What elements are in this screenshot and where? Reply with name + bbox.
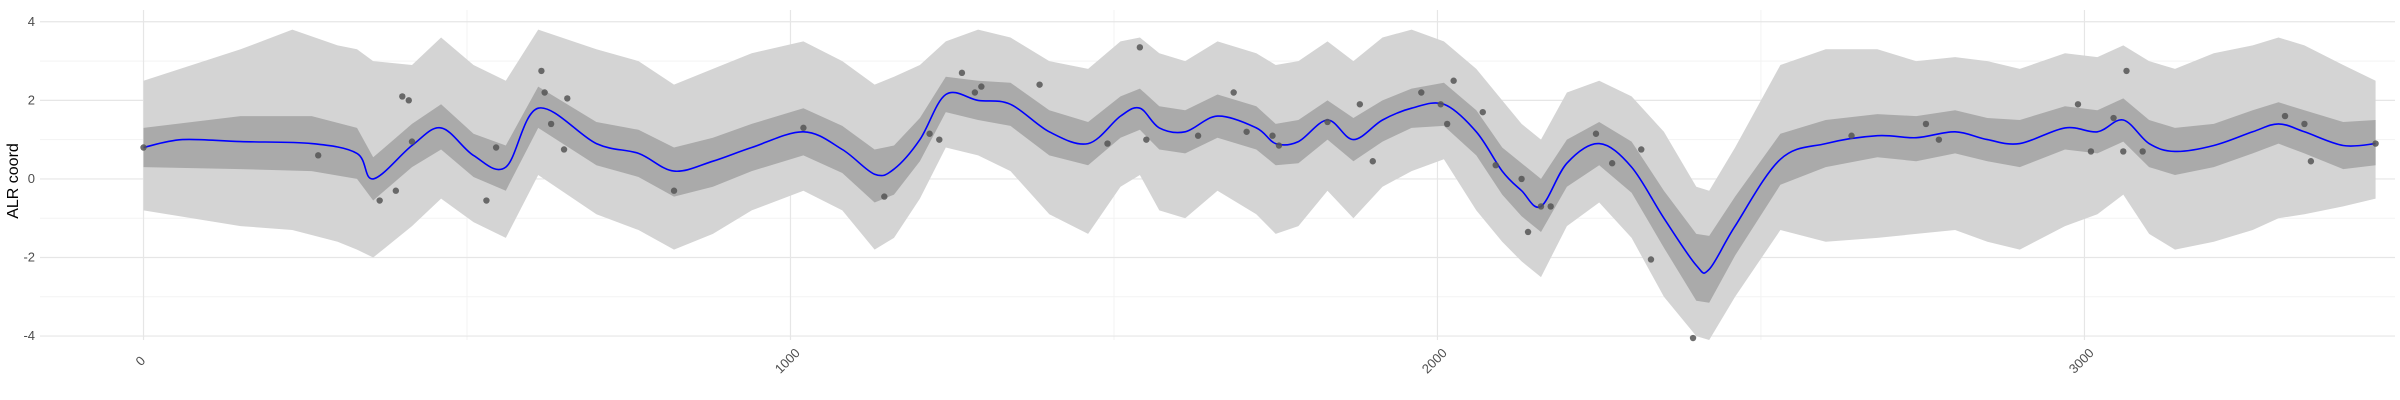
data-point	[1689, 334, 1697, 342]
mean-line-layer	[143, 91, 2376, 274]
data-point	[376, 197, 383, 204]
data-point	[547, 120, 555, 128]
data-point	[392, 187, 400, 194]
data-point	[1848, 132, 1855, 139]
data-point	[1647, 256, 1655, 263]
data-point	[560, 146, 568, 153]
data-point	[926, 130, 933, 137]
data-point	[1450, 77, 1457, 84]
data-point	[1356, 101, 1364, 108]
data-point	[1269, 132, 1276, 139]
data-point	[1922, 120, 1930, 128]
data-point	[399, 93, 406, 100]
y-tick-label: -4	[23, 328, 35, 343]
data-point	[2110, 114, 2117, 122]
inner-confidence-band	[143, 76, 2376, 303]
data-point	[971, 89, 979, 96]
x-tick-label: 1000	[772, 345, 803, 376]
data-point	[2139, 148, 2146, 155]
inner-band-layer	[143, 76, 2376, 303]
data-point	[1036, 81, 1043, 88]
data-point	[483, 197, 490, 204]
x-tick-label: 2000	[1419, 345, 1450, 376]
data-point	[1104, 140, 1111, 147]
y-axis-ticks: -4 -2 0 2 4	[23, 14, 35, 343]
outer-band-layer	[143, 29, 2376, 340]
x-tick-label: 3000	[2066, 345, 2097, 376]
data-point	[1230, 89, 1237, 96]
data-point	[2307, 158, 2315, 165]
data-point	[670, 187, 678, 194]
data-point	[408, 138, 416, 145]
y-tick-label: 4	[28, 14, 35, 29]
data-point	[1243, 128, 1250, 135]
mean-line	[143, 91, 2376, 274]
data-points-layer	[140, 44, 2379, 342]
data-point	[538, 67, 545, 75]
data-point	[881, 193, 888, 200]
data-point	[1935, 136, 1943, 143]
data-point	[564, 95, 571, 102]
data-point	[1492, 161, 1499, 169]
data-point	[2301, 120, 2308, 128]
data-point	[978, 83, 985, 90]
outer-confidence-band	[143, 29, 2376, 340]
x-tick-label: 0	[132, 353, 148, 369]
data-point	[2087, 148, 2095, 155]
data-point	[1418, 89, 1425, 96]
data-point	[2372, 140, 2379, 147]
x-axis-ticks: 0 1000 2000 3000	[132, 345, 2096, 376]
data-point	[2281, 112, 2289, 120]
data-point	[936, 136, 943, 143]
data-point	[1136, 44, 1144, 51]
data-point	[315, 152, 322, 159]
data-point	[1437, 101, 1444, 108]
data-point	[1537, 203, 1545, 210]
data-point	[1143, 136, 1150, 143]
data-point	[1592, 130, 1600, 137]
y-tick-label: 0	[28, 171, 35, 186]
data-point	[1518, 175, 1525, 183]
data-point	[405, 97, 412, 104]
data-point	[1324, 118, 1331, 126]
y-tick-label: -2	[23, 250, 35, 265]
data-point	[541, 89, 548, 96]
data-point	[2074, 101, 2082, 108]
data-point	[1443, 120, 1451, 128]
y-tick-label: 2	[28, 92, 35, 107]
data-point	[1194, 132, 1202, 139]
data-point	[1608, 160, 1616, 167]
data-point	[1479, 108, 1486, 116]
data-point	[1547, 203, 1554, 210]
data-point	[1524, 228, 1532, 236]
data-point	[2120, 148, 2127, 155]
y-axis-title: ALR coord	[5, 143, 22, 219]
data-point	[492, 144, 500, 151]
data-point	[1638, 146, 1645, 153]
data-point	[1369, 158, 1376, 165]
data-point	[2123, 67, 2130, 75]
data-point	[140, 144, 147, 151]
data-point	[958, 69, 966, 77]
data-point	[800, 124, 807, 132]
data-point	[1275, 142, 1283, 149]
